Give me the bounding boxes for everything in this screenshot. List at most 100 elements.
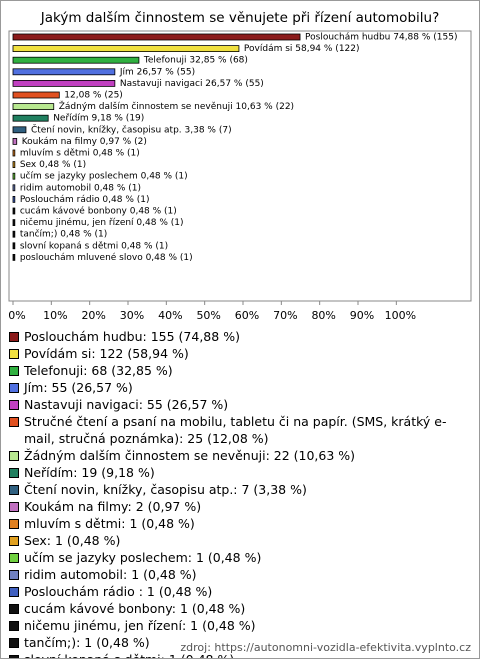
bar-label: Koukám na filmy 0,97 % (2) bbox=[22, 137, 147, 147]
legend-label: mluvím s dětmi: 1 (0,48 %) bbox=[24, 516, 195, 531]
legend-item: Povídám si: 122 (58,94 %) bbox=[9, 345, 471, 362]
bar-label: 12,08 % (25) bbox=[64, 91, 123, 101]
plot-frame bbox=[8, 30, 472, 302]
bar-label: Povídám si 58,94 % (122) bbox=[244, 44, 360, 54]
bar bbox=[12, 126, 27, 134]
legend-item: Telefonuji: 68 (32,85 %) bbox=[9, 362, 471, 379]
legend-item: cucám kávové bonbony: 1 (0,48 %) bbox=[9, 600, 471, 617]
legend-swatch bbox=[9, 519, 19, 529]
legend-label: Stručné čtení a psaní na mobilu, tabletu… bbox=[24, 414, 447, 446]
legend-item: slovní kopaná s dětmi: 1 (0,48 %) bbox=[9, 651, 471, 658]
bar-label: Sex 0,48 % (1) bbox=[20, 160, 86, 170]
x-tick-label: 70% bbox=[273, 309, 297, 322]
legend-label: Poslouchám rádio : 1 (0,48 %) bbox=[24, 584, 213, 599]
legend-swatch bbox=[9, 655, 19, 658]
legend-label: Nastavuji navigaci: 55 (26,57 %) bbox=[24, 397, 229, 412]
bar-label: Nastavuji navigaci 26,57 % (55) bbox=[120, 79, 264, 89]
bar-label: Telefonuji 32,85 % (68) bbox=[143, 56, 248, 66]
x-tick-label: 80% bbox=[311, 309, 335, 322]
legend-swatch bbox=[9, 400, 19, 410]
legend-swatch bbox=[9, 349, 19, 359]
bar bbox=[12, 184, 16, 192]
bar bbox=[12, 149, 16, 157]
bar bbox=[12, 56, 140, 64]
legend-label: Jím: 55 (26,57 %) bbox=[24, 380, 133, 395]
legend-item: Poslouchám rádio : 1 (0,48 %) bbox=[9, 583, 471, 600]
legend-swatch bbox=[9, 536, 19, 546]
chart-title: Jakým dalším činnostem se věnujete při ř… bbox=[40, 10, 439, 26]
bar bbox=[12, 219, 16, 227]
bar-label: Neřídím 9,18 % (19) bbox=[53, 114, 144, 124]
bar bbox=[12, 253, 16, 261]
bar bbox=[12, 80, 116, 87]
legend-item: ridim automobil: 1 (0,48 %) bbox=[9, 566, 471, 583]
bar bbox=[12, 103, 55, 110]
bar bbox=[12, 242, 16, 250]
bar-label: Poslouchám rádio 0,48 % (1) bbox=[20, 195, 150, 205]
bar-label: Žádným dalším činnostem se nevěnuji 10,6… bbox=[59, 100, 294, 112]
legend-label: Poslouchám hudbu: 155 (74,88 %) bbox=[24, 329, 240, 344]
legend-label: Telefonuji: 68 (32,85 %) bbox=[24, 363, 173, 378]
legend-item: Čtení novin, knížky, časopisu atp.: 7 (3… bbox=[9, 481, 471, 498]
legend-swatch bbox=[9, 383, 19, 393]
bar bbox=[12, 230, 16, 238]
legend-swatch bbox=[9, 553, 19, 563]
bar bbox=[12, 33, 301, 41]
legend-item: Nastavuji navigaci: 55 (26,57 %) bbox=[9, 396, 471, 413]
bar bbox=[12, 68, 116, 76]
bar bbox=[12, 114, 49, 122]
x-tick-label: 30% bbox=[120, 309, 144, 322]
bar-label: tančím;) 0,48 % (1) bbox=[20, 229, 107, 240]
legend-item: učím se jazyky poslechem: 1 (0,48 %) bbox=[9, 549, 471, 566]
legend-swatch bbox=[9, 485, 19, 495]
legend-item: Neřídím: 19 (9,18 %) bbox=[9, 464, 471, 481]
legend-swatch bbox=[9, 332, 19, 342]
legend-swatch bbox=[9, 587, 19, 597]
bar-label: cucám kávové bonbony 0,48 % (1) bbox=[20, 206, 177, 217]
legend-swatch bbox=[9, 621, 19, 631]
bar bbox=[12, 45, 240, 52]
legend: Poslouchám hudbu: 155 (74,88 %) Povídám s… bbox=[9, 328, 471, 658]
legend-item: Stručné čtení a psaní na mobilu, tabletu… bbox=[9, 413, 471, 447]
legend-swatch bbox=[9, 502, 19, 512]
legend-item: ničemu jinému, jen řízení: 1 (0,48 %) bbox=[9, 617, 471, 634]
legend-label: tančím;): 1 (0,48 %) bbox=[24, 635, 150, 650]
bar bbox=[12, 137, 18, 145]
bar-label: slovní kopaná s dětmi 0,48 % (1) bbox=[20, 241, 168, 251]
legend-label: ničemu jinému, jen řízení: 1 (0,48 %) bbox=[24, 618, 256, 633]
x-tick-label: 0% bbox=[8, 309, 25, 322]
legend-label: slovní kopaná s dětmi: 1 (0,48 %) bbox=[24, 651, 234, 658]
bar-label: Poslouchám hudbu 74,88 % (155) bbox=[305, 33, 457, 43]
legend-item: tančím;): 1 (0,48 %) bbox=[9, 634, 471, 651]
legend-item: Žádným dalším činnostem se nevěnuji: 22 … bbox=[9, 447, 471, 464]
bar-label: Jím 26,57 % (55) bbox=[119, 67, 195, 77]
legend-item: Sex: 1 (0,48 %) bbox=[9, 532, 471, 549]
bar-label: poslouchám mluvené slovo 0,48 % (1) bbox=[20, 252, 193, 263]
x-tick-label: 90% bbox=[350, 309, 374, 322]
legend-item: Jím: 55 (26,57 %) bbox=[9, 379, 471, 396]
legend-swatch bbox=[9, 604, 19, 614]
bar bbox=[12, 91, 60, 99]
bar-label: ridim automobil 0,48 % (1) bbox=[20, 183, 141, 193]
legend-swatch bbox=[9, 468, 19, 478]
chart: Jakým dalším činnostem se věnujete při ř… bbox=[8, 10, 472, 322]
x-tick-label: 100% bbox=[385, 309, 416, 322]
bar-label: ničemu jinému, jen řízení 0,48 % (1) bbox=[20, 217, 184, 228]
legend-label: Povídám si: 122 (58,94 %) bbox=[24, 346, 189, 361]
x-tick-label: 10% bbox=[43, 309, 67, 322]
legend-item: Koukám na filmy: 2 (0,97 %) bbox=[9, 498, 471, 515]
x-tick-label: 50% bbox=[196, 309, 220, 322]
bar bbox=[12, 207, 16, 215]
legend-item: mluvím s dětmi: 1 (0,48 %) bbox=[9, 515, 471, 532]
legend-label: Žádným dalším činnostem se nevěnuji: 22 … bbox=[24, 448, 356, 463]
bar-label: učím se jazyky poslechem 0,48 % (1) bbox=[20, 171, 188, 182]
legend-label: ridim automobil: 1 (0,48 %) bbox=[24, 567, 197, 582]
bar bbox=[12, 172, 16, 180]
legend-swatch bbox=[9, 451, 19, 461]
x-tick-label: 20% bbox=[81, 309, 105, 322]
x-tick-label: 40% bbox=[158, 309, 182, 322]
legend-swatch bbox=[9, 417, 19, 427]
bar-label: mluvím s dětmi 0,48 % (1) bbox=[20, 149, 140, 159]
bar bbox=[12, 195, 16, 203]
